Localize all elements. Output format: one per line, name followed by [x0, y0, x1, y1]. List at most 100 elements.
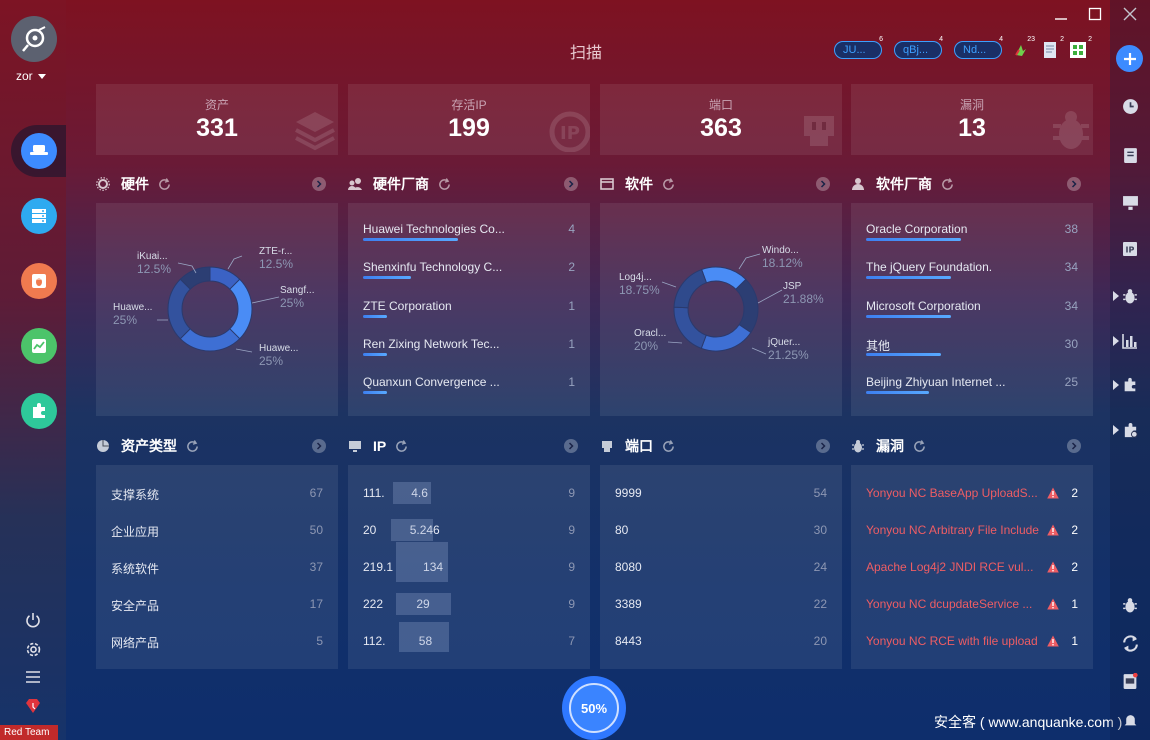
refresh-button[interactable]: [185, 439, 199, 453]
list-item[interactable]: Yonyou NC BaseApp UploadS... 2: [866, 486, 1078, 506]
more-button[interactable]: [816, 177, 830, 191]
list-item[interactable]: 222 29 9: [363, 593, 575, 617]
list-item[interactable]: 支撑系统 67: [111, 486, 323, 506]
add-task-button[interactable]: [1116, 45, 1143, 72]
nav-stats[interactable]: [21, 328, 57, 364]
donut-slice[interactable]: [673, 306, 707, 349]
user-menu[interactable]: zor: [16, 69, 46, 83]
refresh-button[interactable]: [157, 177, 171, 191]
settings-button[interactable]: [23, 639, 43, 659]
list-item[interactable]: Quanxun Convergence ... 1: [363, 375, 575, 407]
server-icon: [32, 209, 46, 223]
more-button[interactable]: [312, 177, 326, 191]
refresh-button[interactable]: [940, 177, 954, 191]
list-item[interactable]: Yonyou NC dcupdateService ... 1: [866, 597, 1078, 617]
chevron-right-icon: [316, 180, 322, 188]
minimize-button[interactable]: [1051, 4, 1071, 24]
plugin-tools-button[interactable]: [1120, 375, 1140, 395]
list-item[interactable]: Microsoft Corporation 34: [866, 299, 1078, 331]
item-count: 25: [1064, 375, 1078, 389]
list-item[interactable]: Yonyou NC RCE with file upload 1: [866, 634, 1078, 654]
donut-slice[interactable]: [673, 268, 708, 309]
refresh-button[interactable]: [437, 177, 451, 191]
avatar[interactable]: [11, 16, 57, 62]
list-item[interactable]: 80 30: [615, 523, 827, 543]
refresh-button[interactable]: [661, 439, 675, 453]
nav-scan[interactable]: [21, 133, 57, 169]
close-button[interactable]: [1120, 4, 1140, 24]
donut-slice[interactable]: [179, 328, 241, 352]
stat-card-vulns[interactable]: 漏洞 13: [851, 84, 1093, 155]
more-button[interactable]: [816, 439, 830, 453]
history-button[interactable]: [1120, 96, 1140, 116]
stat-card-ports[interactable]: 端口 363: [600, 84, 842, 155]
refresh-button[interactable]: [661, 177, 675, 191]
refresh-button[interactable]: [912, 439, 926, 453]
nav-plugins[interactable]: [21, 393, 57, 429]
nav-vulns[interactable]: [21, 263, 57, 299]
list-item[interactable]: Beijing Zhiyuan Internet ... 25: [866, 375, 1078, 407]
list-item[interactable]: 111. 4.6 9: [363, 482, 575, 506]
refresh-icon: [186, 439, 198, 452]
refresh-button[interactable]: [394, 439, 408, 453]
log-button[interactable]: [1120, 671, 1140, 691]
more-button[interactable]: [1067, 439, 1081, 453]
list-item[interactable]: ZTE Corporation 1: [363, 299, 575, 331]
list-item[interactable]: 20 5.246 9: [363, 519, 575, 543]
list-item[interactable]: 安全产品 17: [111, 597, 323, 617]
debug-button[interactable]: [1120, 595, 1140, 615]
more-button[interactable]: [564, 439, 578, 453]
list-item[interactable]: 8443 20: [615, 634, 827, 654]
item-count: 1: [1071, 634, 1078, 648]
task-badge[interactable]: JU... 6: [834, 36, 883, 59]
more-button[interactable]: [312, 439, 326, 453]
warning-icon: [1047, 635, 1059, 647]
nav-assets[interactable]: [21, 198, 57, 234]
list-item[interactable]: Ren Zixing Network Tec... 1: [363, 337, 575, 369]
scan-progress[interactable]: 50%: [562, 676, 626, 740]
donut-slice[interactable]: [700, 323, 752, 352]
list-item[interactable]: 3389 22: [615, 597, 827, 617]
list-item[interactable]: 9999 54: [615, 486, 827, 506]
documents-button[interactable]: 2: [1040, 36, 1064, 60]
list-item[interactable]: 219.1 134 9: [363, 542, 575, 582]
item-bar: [866, 315, 951, 318]
list-item[interactable]: Apache Log4j2 JNDI RCE vul... 2: [866, 560, 1078, 580]
list-item[interactable]: 112. 58 7: [363, 622, 575, 654]
stat-card-assets[interactable]: 资产 331: [96, 84, 338, 155]
report-button[interactable]: [1120, 145, 1140, 165]
alerts-button[interactable]: 23: [1011, 36, 1035, 60]
list-item[interactable]: 企业应用 50: [111, 523, 323, 543]
list-item[interactable]: Shenxinfu Technology C... 2: [363, 260, 575, 292]
list-item[interactable]: Huawei Technologies Co... 4: [363, 222, 575, 254]
item-label: 系统软件: [111, 562, 160, 576]
list-item[interactable]: 系统软件 37: [111, 560, 323, 580]
notification-button[interactable]: [1120, 710, 1140, 730]
list-item[interactable]: Oracle Corporation 38: [866, 222, 1078, 254]
power-button[interactable]: [23, 610, 43, 630]
sync-button[interactable]: [1120, 633, 1140, 653]
more-button[interactable]: [564, 177, 578, 191]
plugins-button[interactable]: 2: [1068, 36, 1092, 60]
list-item[interactable]: 网络产品 5: [111, 634, 323, 654]
list-item[interactable]: Yonyou NC Arbitrary File Include 2: [866, 523, 1078, 543]
extension-tools-button[interactable]: [1120, 420, 1140, 440]
stat-card-live-ip[interactable]: 存活IP 199 IP: [348, 84, 590, 155]
task-badge[interactable]: qBj... 4: [894, 36, 943, 59]
redaction-mask: [399, 622, 449, 652]
donut-slice[interactable]: [229, 278, 253, 340]
monitor-icon: [349, 441, 361, 452]
stats-tools-button[interactable]: [1120, 331, 1140, 351]
list-item[interactable]: 其他 30: [866, 337, 1078, 369]
donut-slice[interactable]: [167, 278, 191, 340]
list-item[interactable]: The jQuery Foundation. 34: [866, 260, 1078, 292]
menu-button[interactable]: [23, 667, 43, 687]
vuln-tools-button[interactable]: [1120, 286, 1140, 306]
pie-label: Oracl... 20%: [634, 328, 667, 353]
task-badge[interactable]: Nd... 4: [954, 36, 1003, 59]
more-button[interactable]: [1067, 177, 1081, 191]
host-button[interactable]: [1120, 193, 1140, 213]
ip-button[interactable]: IP: [1120, 239, 1140, 259]
list-item[interactable]: 8080 24: [615, 560, 827, 580]
maximize-button[interactable]: [1085, 4, 1105, 24]
